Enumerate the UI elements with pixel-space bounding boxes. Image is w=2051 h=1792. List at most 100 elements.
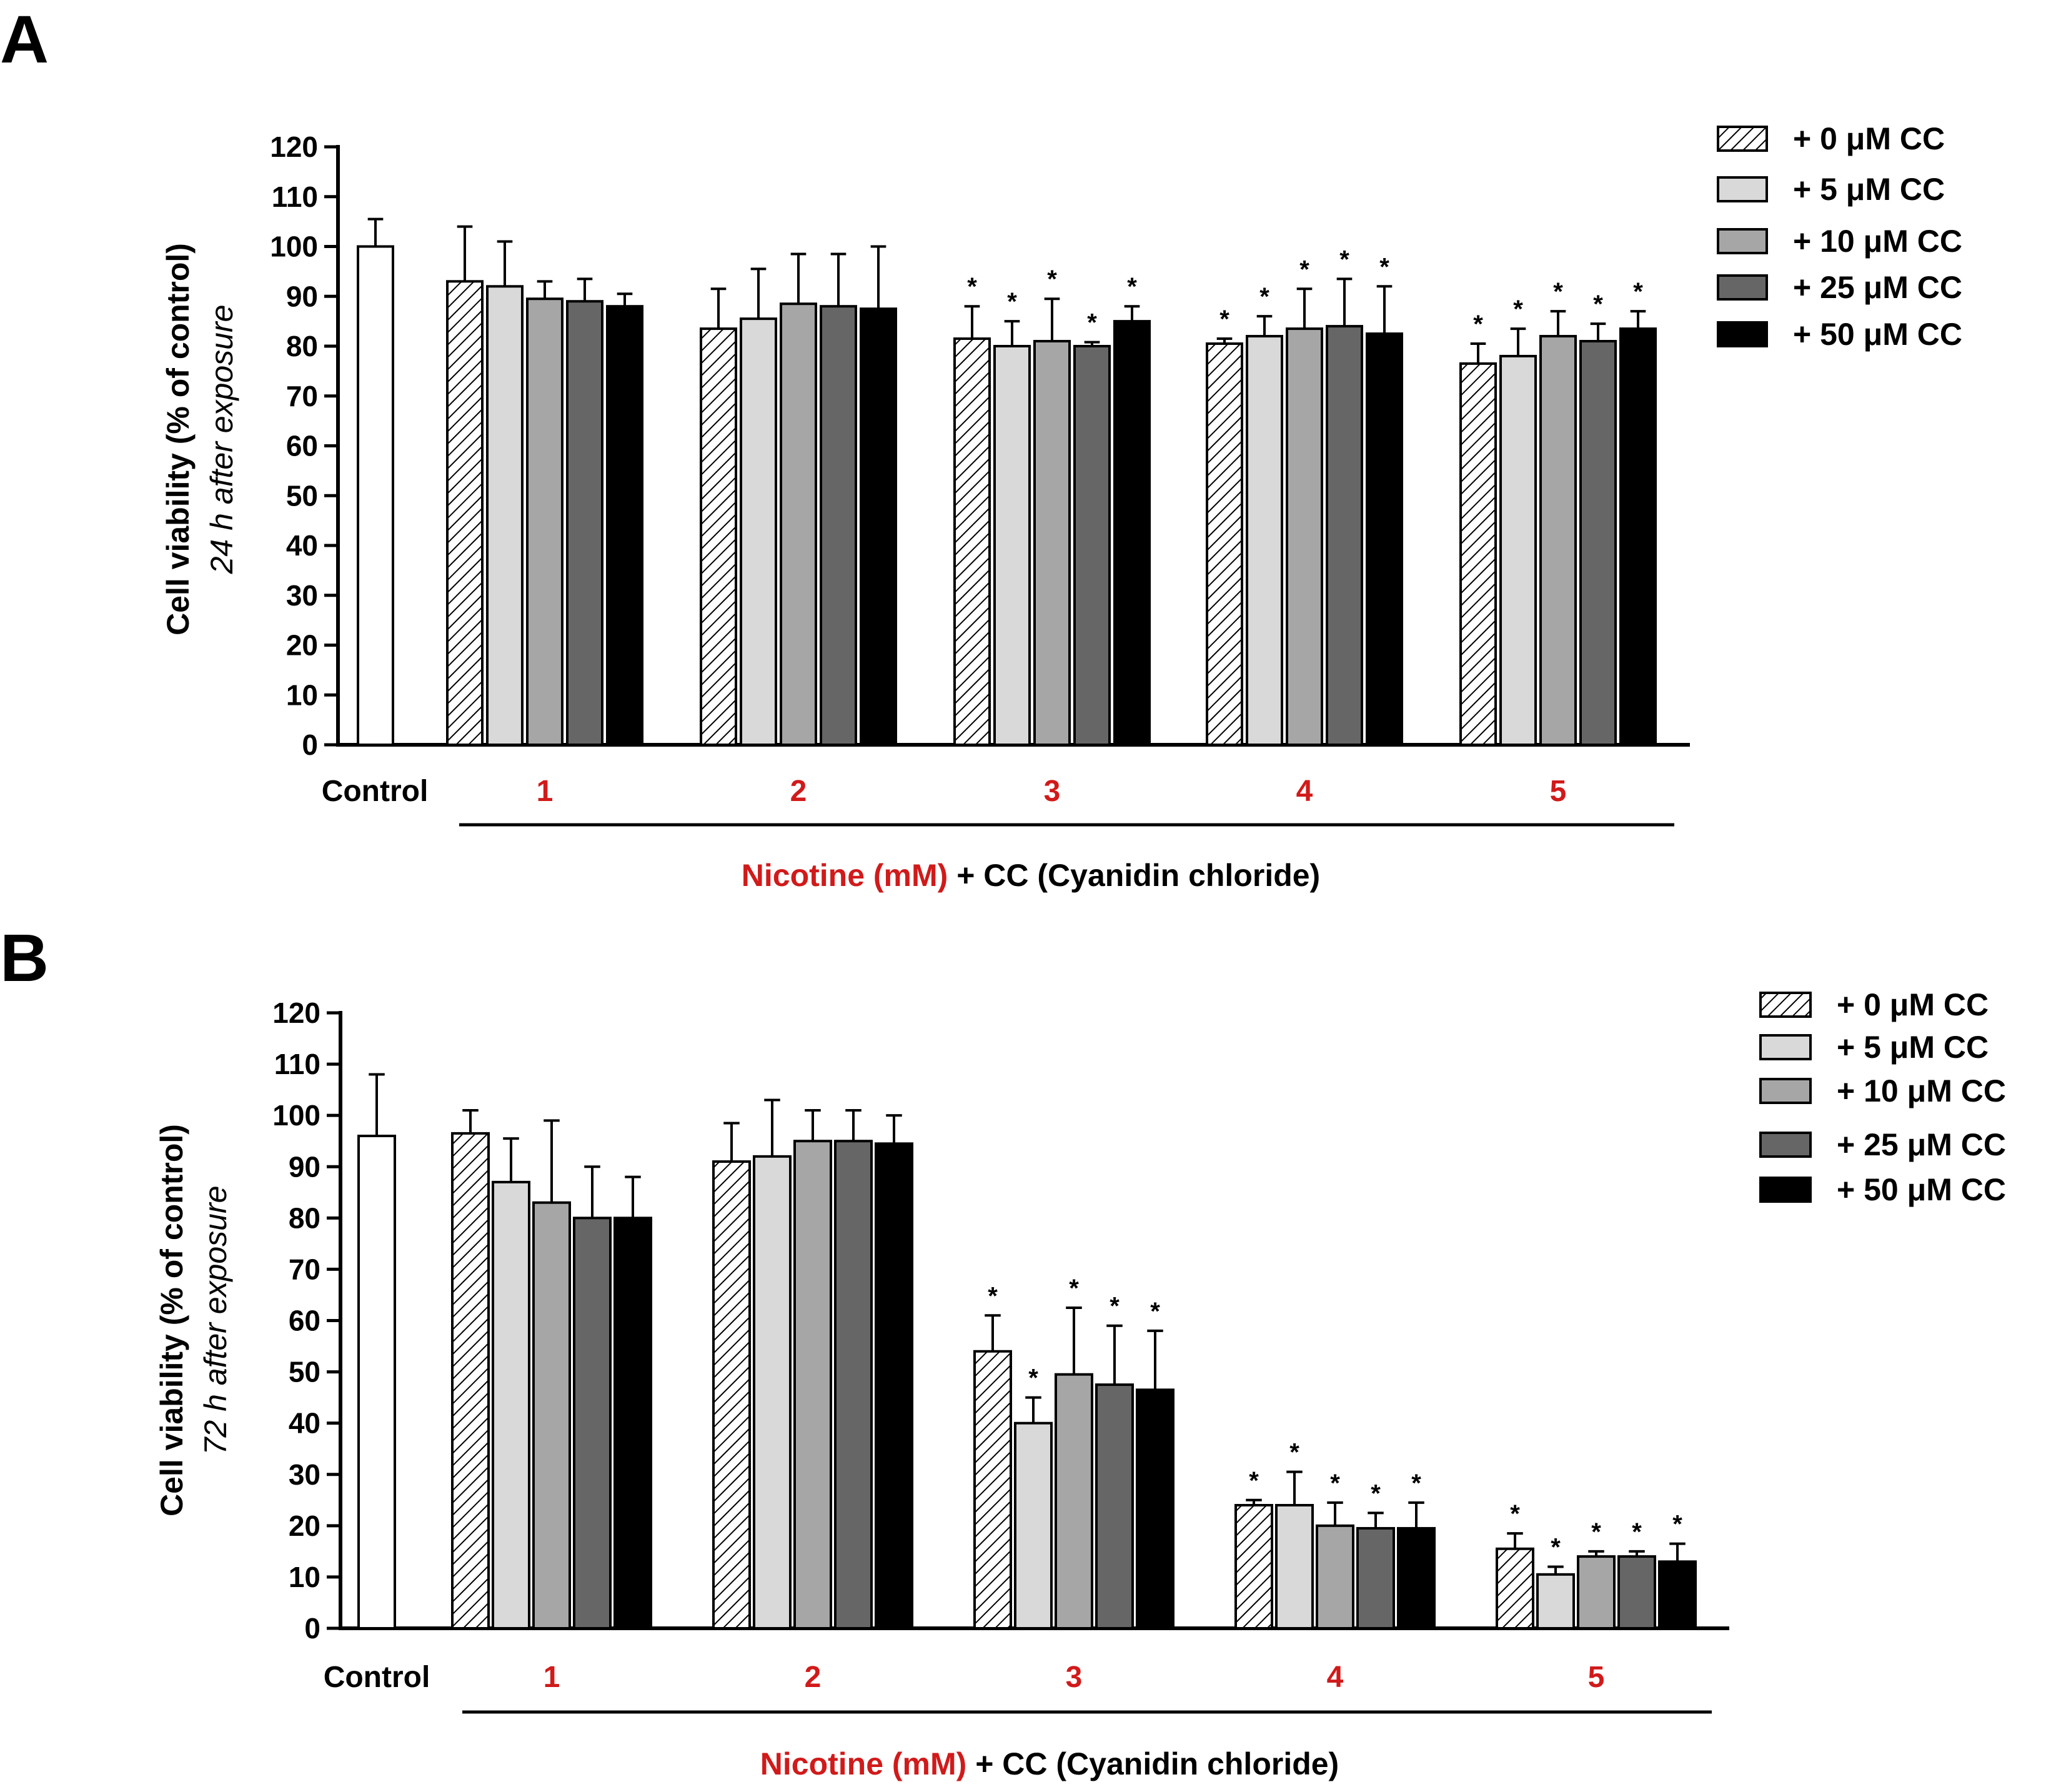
- legend-swatch-a-2: [1717, 228, 1768, 254]
- bar-a-cat2-series1: [740, 317, 777, 746]
- bar-a-cat4-series3: [1326, 325, 1363, 746]
- bar-a-cat2-series3: [820, 305, 857, 746]
- legend-label-b-3: + 25 μM CC: [1837, 1127, 2006, 1162]
- significance-marker: *: [1593, 291, 1603, 318]
- y-tick-label-b: 110: [274, 1048, 320, 1080]
- panel-letter-a: A: [0, 1, 49, 77]
- significance-marker: *: [1249, 1467, 1259, 1495]
- bar-b-cat2-series3: [834, 1140, 873, 1630]
- bar-a-cat5-series2: [1539, 335, 1577, 746]
- y-tick-label-b: 30: [289, 1458, 320, 1491]
- y-tick-label-a: 110: [272, 181, 318, 213]
- y-tick-label-b: 10: [289, 1561, 320, 1593]
- legend-swatch-b-0: [1759, 992, 1812, 1018]
- bar-a-cat4-series4: [1366, 332, 1403, 746]
- bar-a-cat3-series2: [1033, 340, 1071, 746]
- category-label-b-4: 4: [1327, 1661, 1344, 1694]
- bar-a-cat4-series2: [1286, 327, 1323, 746]
- significance-marker: *: [1633, 278, 1643, 306]
- category-label-control-b: Control: [324, 1661, 430, 1694]
- legend-label-b-4: + 50 μM CC: [1837, 1172, 2006, 1207]
- y-tick-label-a: 120: [270, 131, 318, 163]
- y-tick-label-b: 80: [289, 1202, 320, 1234]
- significance-marker: *: [1007, 288, 1017, 316]
- legend-swatch-b-3: [1759, 1132, 1812, 1158]
- y-tick-label-a: 60: [286, 430, 318, 462]
- bar-a-cat3-series3: [1073, 345, 1111, 746]
- category-label-a-3: 3: [1044, 775, 1061, 808]
- y-tick-label-a: 40: [286, 529, 318, 562]
- bar-b-cat1-series2: [532, 1201, 571, 1630]
- bar-b-cat3-series4: [1136, 1388, 1174, 1630]
- bar-b-cat4-series0: [1234, 1504, 1273, 1630]
- bar-b-cat2-series1: [753, 1155, 792, 1630]
- legend-swatch-a-1: [1717, 176, 1768, 202]
- x-axis-title-b: Nicotine (mM) + CC (Cyanidin chloride): [760, 1746, 1339, 1781]
- legend-swatch-b-4: [1759, 1177, 1812, 1203]
- legend-b: + 0 μM CC + 5 μM CC + 10 μM CC + 25 μM CC + …: [1759, 987, 2006, 1207]
- bar-b-cat5-series1: [1536, 1573, 1575, 1630]
- bar-a-cat5-series4: [1619, 327, 1657, 746]
- significance-marker: *: [1510, 1500, 1520, 1528]
- significance-marker: *: [1411, 1470, 1421, 1497]
- legend-label-a-4: + 50 μM CC: [1793, 317, 1962, 352]
- significance-marker: *: [1672, 1511, 1682, 1538]
- significance-marker: *: [1127, 273, 1137, 301]
- bar-b-cat1-series4: [613, 1217, 652, 1630]
- bar-a-cat1-series1: [486, 285, 524, 746]
- y-tick-label-a: 100: [270, 231, 318, 263]
- plot-area-a: 0 10 20 30 40 50 60 70 80 90 100 110 120 Control 1 2 * * *…: [270, 131, 1690, 808]
- category-label-control-a: Control: [322, 775, 429, 808]
- significance-marker: *: [967, 273, 977, 301]
- significance-marker: *: [1379, 253, 1389, 281]
- legend-swatch-b-1: [1759, 1034, 1812, 1060]
- bar-a-cat4-series0: [1206, 342, 1243, 746]
- y-tick-label-b: 40: [289, 1407, 320, 1440]
- y-tick-label-a: 10: [286, 679, 318, 711]
- x-axis-title-nicotine-b: Nicotine (mM): [760, 1746, 967, 1781]
- y-tick-label-b: 100: [272, 1099, 320, 1132]
- significance-marker: *: [1513, 296, 1523, 323]
- category-label-b-5: 5: [1588, 1661, 1605, 1694]
- x-axis-title-cc-a: + CC (Cyanidin chloride): [948, 858, 1320, 893]
- bar-b-cat1-series3: [573, 1217, 612, 1630]
- legend-label-a-3: + 25 μM CC: [1793, 270, 1962, 305]
- category-label-a-4: 4: [1296, 775, 1313, 808]
- x-axis-title-nicotine-a: Nicotine (mM): [742, 858, 948, 893]
- significance-marker: *: [1473, 311, 1483, 338]
- legend-label-a-1: + 5 μM CC: [1793, 172, 1945, 207]
- bar-b-cat1-series0: [451, 1132, 490, 1630]
- bar-b-cat3-series2: [1055, 1373, 1093, 1630]
- significance-marker: *: [1371, 1480, 1381, 1507]
- bar-a-cat3-series1: [993, 345, 1031, 746]
- y-tick-label-b: 50: [289, 1356, 320, 1388]
- legend-a: + 0 μM CC + 5 μM CC + 10 μM CC + 25 μM CC + …: [1717, 121, 1962, 352]
- bar-a-cat1-series0: [446, 280, 484, 746]
- bar-a-cat1-series3: [566, 300, 603, 747]
- plot-area-b: 0 10 20 30 40 50 60 70 80 90 100 110 120 Control 1 2 * * *…: [272, 997, 1729, 1694]
- y-tick-label-b: 90: [289, 1150, 320, 1183]
- significance-marker: *: [1110, 1293, 1120, 1320]
- y-axis-label-b: Cell viability (% of control): [154, 1124, 189, 1516]
- bar-b-cat2-series2: [793, 1140, 832, 1630]
- panel-b: B Cell viability (% of control) 72 h aft…: [0, 920, 2006, 1781]
- y-tick-label-b: 0: [304, 1612, 320, 1645]
- y-tick-label-a: 20: [286, 629, 318, 662]
- bar-control-b: [357, 1135, 396, 1630]
- y-tick-label-b: 70: [289, 1253, 320, 1285]
- bar-a-cat1-series4: [606, 305, 643, 746]
- significance-marker: *: [1259, 283, 1269, 311]
- bar-b-cat4-series4: [1397, 1526, 1436, 1630]
- legend-label-a-2: + 10 μM CC: [1793, 224, 1962, 259]
- bar-b-cat2-series4: [875, 1142, 913, 1630]
- legend-label-a-0: + 0 μM CC: [1793, 121, 1945, 156]
- legend-swatch-a-3: [1717, 274, 1768, 301]
- significance-marker: *: [1150, 1298, 1160, 1325]
- legend-label-b-2: + 10 μM CC: [1837, 1073, 2006, 1108]
- bar-b-cat5-series2: [1577, 1555, 1616, 1630]
- significance-marker: *: [1069, 1275, 1079, 1302]
- significance-marker: *: [1087, 309, 1097, 337]
- legend-label-b-0: + 0 μM CC: [1837, 987, 1989, 1022]
- bar-a-cat3-series4: [1113, 320, 1151, 746]
- bar-a-cat5-series0: [1459, 362, 1497, 746]
